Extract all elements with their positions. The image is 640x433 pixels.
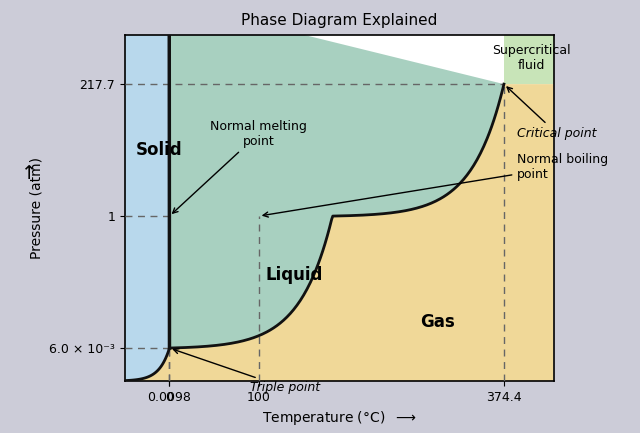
Text: $\uparrow$: $\uparrow$: [17, 164, 35, 183]
Text: Normal melting
point: Normal melting point: [173, 120, 307, 213]
Text: Liquid: Liquid: [266, 266, 323, 284]
Text: Gas: Gas: [420, 313, 455, 331]
Text: Triple point: Triple point: [173, 349, 320, 394]
Y-axis label: Pressure (atm): Pressure (atm): [29, 157, 44, 259]
Polygon shape: [125, 2, 170, 381]
Text: Critical point: Critical point: [507, 87, 597, 140]
Text: Normal boiling
point: Normal boiling point: [263, 152, 609, 217]
Polygon shape: [169, 2, 504, 348]
Polygon shape: [504, 2, 554, 84]
Text: Phase Diagram Explained: Phase Diagram Explained: [241, 13, 437, 28]
Text: Supercritical
fluid: Supercritical fluid: [492, 44, 571, 72]
Polygon shape: [125, 84, 554, 381]
X-axis label: Temperature (°C)  $\longrightarrow$: Temperature (°C) $\longrightarrow$: [262, 409, 417, 427]
Text: Solid: Solid: [136, 141, 182, 159]
